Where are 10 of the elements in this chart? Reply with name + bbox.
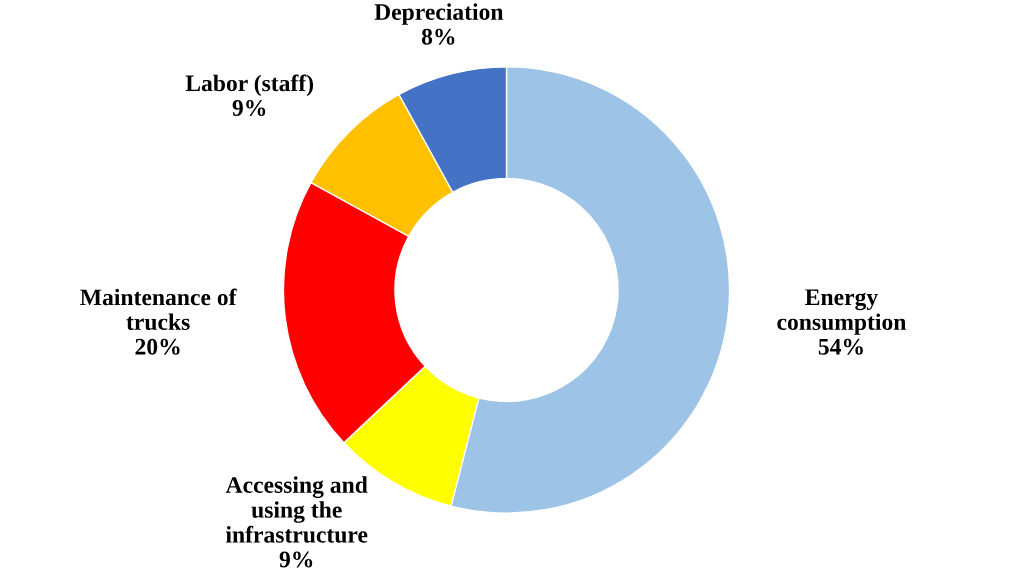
slice-label: Maintenance of trucks <box>80 288 237 331</box>
slice-label: Depreciation <box>374 3 504 25</box>
slice-label: Accessing and using the infrastructure <box>225 476 368 543</box>
data-label: 8% <box>421 28 455 45</box>
data-label: 9% <box>232 100 266 117</box>
slice-label: Labor (staff) <box>185 74 314 97</box>
data-label: 54% <box>818 338 863 355</box>
slice-label: Energy consumption <box>777 289 907 335</box>
data-label: 20% <box>135 338 180 355</box>
data-label: 9% <box>279 551 313 568</box>
